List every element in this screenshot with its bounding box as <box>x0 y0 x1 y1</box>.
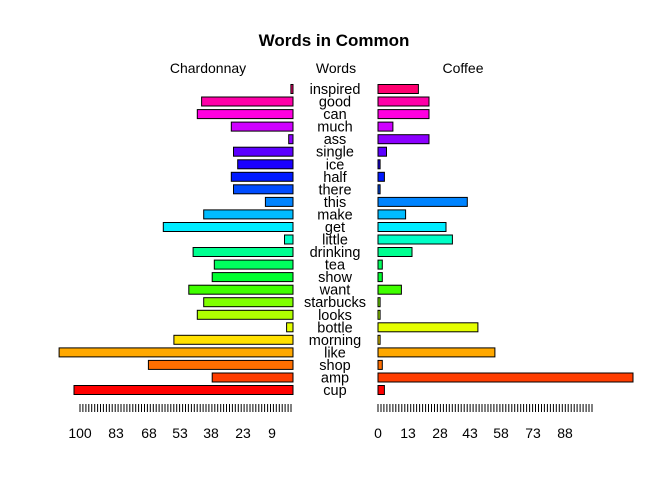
left-bar-get <box>162 222 294 232</box>
left-bar-half <box>230 171 294 182</box>
right-tick-label: 13 <box>400 425 416 441</box>
right-tick-label: 0 <box>374 425 382 441</box>
word-label-starbucks: starbucks <box>304 295 366 311</box>
right-bar-this <box>377 196 468 207</box>
left-bar-starbucks <box>203 297 294 308</box>
word-label-morning: morning <box>309 333 361 349</box>
left-bar-show <box>211 272 294 283</box>
right-bar-ass <box>377 134 430 145</box>
right-bar-cup <box>377 385 385 395</box>
left-bar-this <box>264 196 294 207</box>
word-label-bottle: bottle <box>317 320 352 336</box>
right-bar-inspired <box>377 84 419 94</box>
right-bars <box>377 84 634 395</box>
word-label-ass: ass <box>324 132 347 148</box>
left-bar-want <box>188 284 294 295</box>
left-panel-label: Chardonnay <box>170 60 246 76</box>
left-tick-label: 38 <box>203 425 219 441</box>
word-label-can: can <box>323 107 346 123</box>
left-tick-label: 23 <box>235 425 251 441</box>
left-bar-much <box>230 121 294 132</box>
word-label-make: make <box>317 207 352 223</box>
right-bar-looks <box>377 309 381 320</box>
right-bar-like <box>377 347 496 358</box>
right-bar-show <box>377 272 383 283</box>
left-bar-there <box>233 184 294 195</box>
right-bar-half <box>377 171 385 182</box>
right-bar-drinking <box>377 247 413 257</box>
word-label-get: get <box>325 220 345 236</box>
right-tick-label: 88 <box>557 425 573 441</box>
left-bar-tea <box>213 259 294 270</box>
right-bar-make <box>377 209 407 220</box>
left-tick-label: 83 <box>108 425 124 441</box>
right-bar-single <box>377 146 387 157</box>
right-bar-starbucks <box>377 297 381 308</box>
word-label-looks: looks <box>318 308 352 324</box>
word-label-cup: cup <box>323 383 346 399</box>
right-axis: 0 13 28 43 58 73 88 <box>374 404 593 441</box>
left-bar-looks <box>196 309 294 320</box>
left-bar-single <box>233 146 294 157</box>
word-label-want: want <box>319 283 351 299</box>
word-label-show: show <box>318 270 352 286</box>
left-bar-inspired <box>290 84 294 94</box>
left-bar-like <box>58 347 294 358</box>
word-label-ice: ice <box>326 157 345 173</box>
right-bar-morning <box>377 334 381 345</box>
right-bar-want <box>377 284 402 295</box>
left-bar-ice <box>237 159 294 170</box>
right-tick-label: 58 <box>493 425 509 441</box>
right-bar-much <box>377 121 394 132</box>
word-label-amp: amp <box>321 371 349 387</box>
right-tick-label: 43 <box>462 425 478 441</box>
word-label-tea: tea <box>325 258 346 274</box>
right-bar-ice <box>377 159 381 170</box>
word-label-there: there <box>318 182 351 198</box>
right-bar-there <box>377 184 381 195</box>
left-bar-good <box>201 96 294 107</box>
left-bar-can <box>196 109 294 120</box>
left-bar-bottle <box>286 322 294 333</box>
right-tick-label: 28 <box>432 425 448 441</box>
left-bar-make <box>203 209 294 220</box>
word-labels: cupampshoplikemorningbottlelooksstarbuck… <box>304 82 366 399</box>
word-label-inspired: inspired <box>310 82 361 98</box>
left-tick-label: 9 <box>268 425 276 441</box>
left-bar-cup <box>73 385 294 395</box>
word-label-like: like <box>324 345 346 361</box>
right-bar-get <box>377 222 447 232</box>
word-label-shop: shop <box>319 358 350 374</box>
right-bar-good <box>377 96 430 107</box>
left-bar-ass <box>288 134 294 145</box>
left-axis: 100 83 68 53 38 23 9 <box>68 404 292 441</box>
right-bar-bottle <box>377 322 479 333</box>
right-bar-shop <box>377 359 383 370</box>
left-bar-drinking <box>192 247 294 257</box>
left-bar-shop <box>147 359 294 370</box>
word-label-half: half <box>323 170 347 186</box>
chart-title: Words in Common <box>259 31 410 50</box>
right-bar-tea <box>377 259 383 270</box>
right-panel-label: Coffee <box>443 60 484 76</box>
left-tick-label: 100 <box>68 425 92 441</box>
left-bar-morning <box>173 334 294 345</box>
word-label-little: little <box>322 233 348 249</box>
left-bar-little <box>284 234 294 245</box>
right-tick-label: 73 <box>525 425 541 441</box>
right-bar-little <box>377 234 453 245</box>
word-label-drinking: drinking <box>310 245 361 261</box>
left-bars <box>58 84 294 395</box>
right-bar-can <box>377 109 430 120</box>
left-tick-label: 53 <box>172 425 188 441</box>
right-bar-amp <box>377 372 634 383</box>
center-panel-label: Words <box>316 60 356 76</box>
word-label-much: much <box>317 120 352 136</box>
word-label-this: this <box>324 195 347 211</box>
word-label-good: good <box>319 95 351 111</box>
word-label-single: single <box>316 145 354 161</box>
left-bar-amp <box>211 372 294 383</box>
left-tick-label: 68 <box>141 425 157 441</box>
